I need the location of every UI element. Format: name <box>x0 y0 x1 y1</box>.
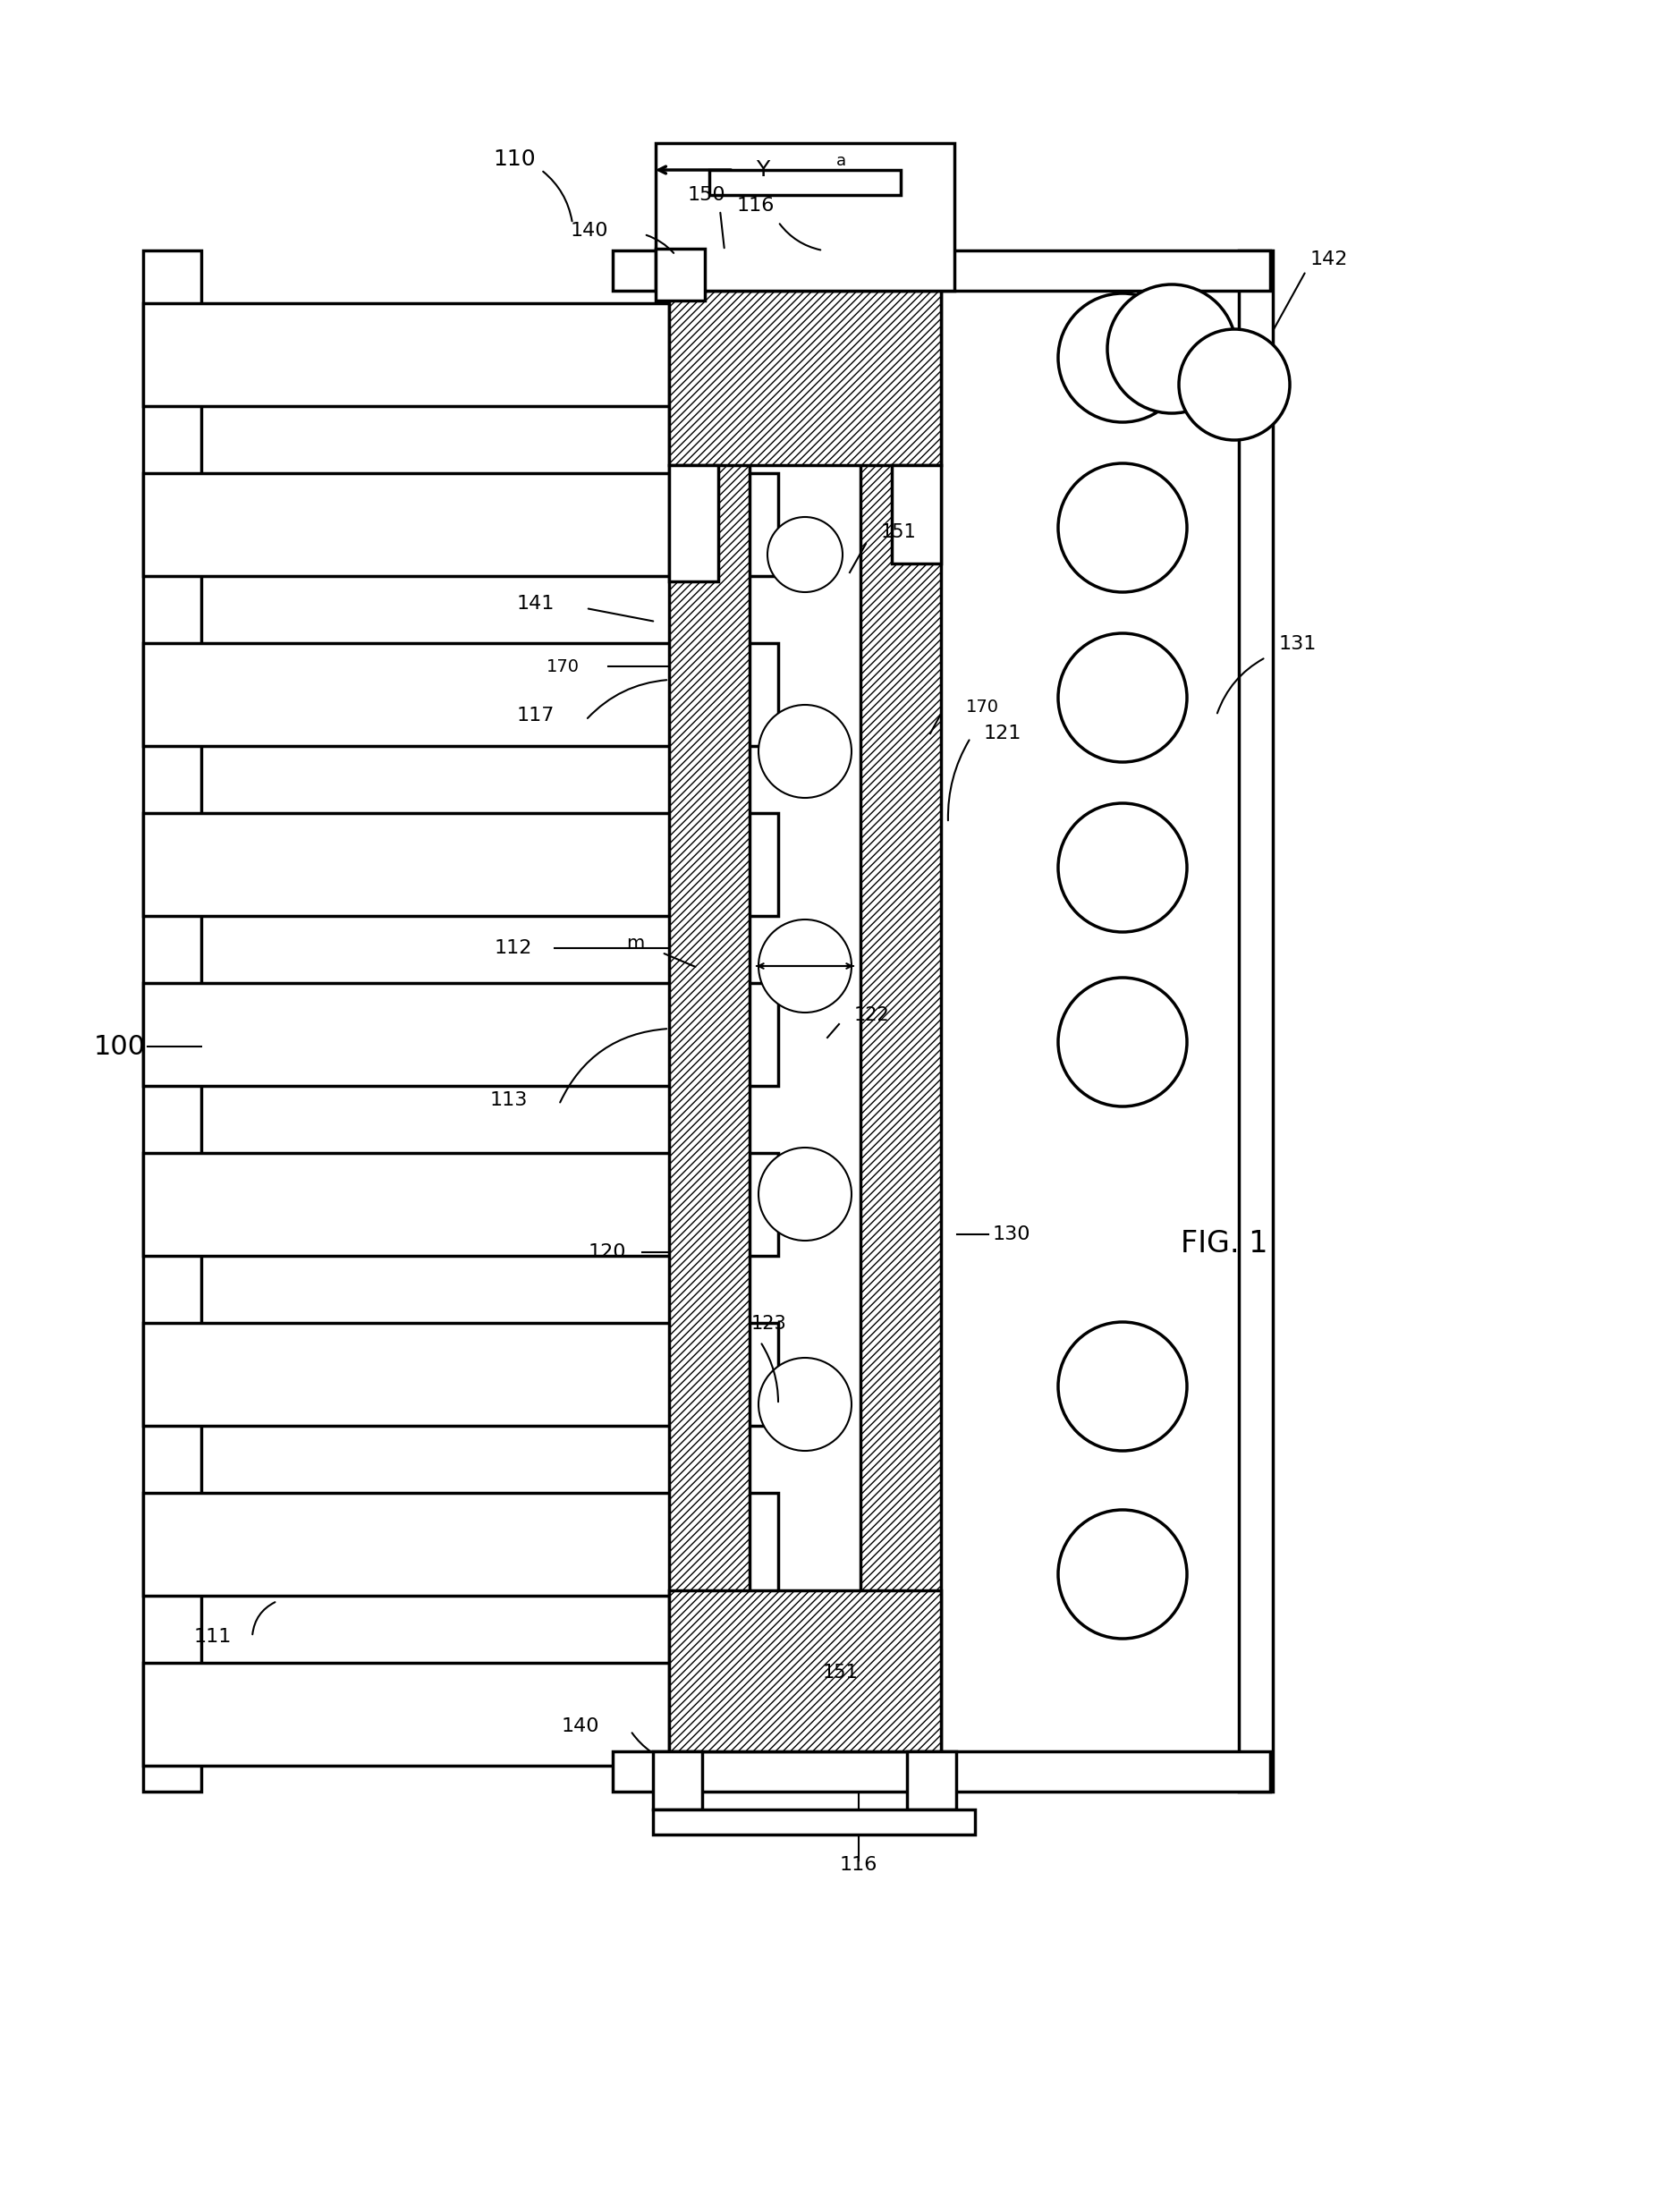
FancyArrowPatch shape <box>1216 659 1262 712</box>
FancyArrowPatch shape <box>664 953 694 967</box>
Text: 122: 122 <box>854 1006 889 1024</box>
FancyArrowPatch shape <box>761 1345 777 1402</box>
Text: 120: 120 <box>588 1243 626 1261</box>
Bar <box>656 248 704 301</box>
Text: 142: 142 <box>1309 250 1347 268</box>
FancyArrowPatch shape <box>779 223 821 250</box>
Bar <box>143 644 777 745</box>
Text: Y: Y <box>756 159 769 181</box>
Circle shape <box>1058 1511 1186 1639</box>
FancyArrowPatch shape <box>719 212 724 248</box>
Text: FIG. 1: FIG. 1 <box>1179 1228 1267 1259</box>
Text: 100: 100 <box>95 1033 146 1060</box>
Text: 170: 170 <box>965 699 998 714</box>
Bar <box>669 290 940 465</box>
FancyArrowPatch shape <box>560 1029 666 1102</box>
FancyArrowPatch shape <box>631 1732 651 1752</box>
Bar <box>143 250 201 1792</box>
FancyArrowPatch shape <box>646 234 673 252</box>
Circle shape <box>757 706 850 799</box>
Circle shape <box>767 518 842 593</box>
Bar <box>656 144 953 290</box>
Bar <box>669 1590 940 1752</box>
Bar <box>653 1752 701 1809</box>
Text: 112: 112 <box>493 940 532 958</box>
Text: 150: 150 <box>688 186 726 204</box>
Bar <box>143 1663 777 1765</box>
Bar <box>860 290 940 1752</box>
FancyArrowPatch shape <box>588 608 653 622</box>
Text: 141: 141 <box>517 595 555 613</box>
Circle shape <box>1178 330 1289 440</box>
Text: 170: 170 <box>546 657 580 675</box>
Bar <box>143 1152 777 1256</box>
Bar <box>669 290 749 1752</box>
Text: 131: 131 <box>1279 635 1316 653</box>
Text: 117: 117 <box>517 706 555 726</box>
Bar <box>143 473 777 575</box>
Bar <box>709 170 900 195</box>
Text: 151: 151 <box>822 1663 859 1681</box>
FancyArrowPatch shape <box>1274 274 1304 330</box>
Circle shape <box>757 1148 850 1241</box>
FancyArrowPatch shape <box>588 679 666 719</box>
Bar <box>613 1752 1269 1792</box>
Text: 116: 116 <box>839 1856 877 1874</box>
Bar <box>143 814 777 916</box>
Bar <box>143 303 777 407</box>
Text: 110: 110 <box>493 148 535 170</box>
Text: m: m <box>626 936 644 953</box>
Bar <box>613 250 1269 290</box>
Text: a: a <box>835 153 845 168</box>
Text: 111: 111 <box>194 1628 231 1646</box>
Text: 140: 140 <box>570 221 608 239</box>
FancyArrowPatch shape <box>252 1601 274 1635</box>
Text: 140: 140 <box>561 1717 600 1734</box>
Text: 123: 123 <box>751 1314 786 1334</box>
Circle shape <box>757 920 850 1013</box>
Bar <box>669 465 718 582</box>
Bar <box>653 1809 975 1834</box>
Text: 121: 121 <box>983 726 1022 743</box>
Text: 116: 116 <box>736 197 774 215</box>
Text: 113: 113 <box>490 1091 528 1108</box>
Bar <box>1237 250 1272 1792</box>
Circle shape <box>1058 803 1186 931</box>
Circle shape <box>1058 294 1186 422</box>
Bar <box>143 982 777 1086</box>
Bar <box>892 465 940 564</box>
Text: 130: 130 <box>992 1225 1030 1243</box>
Circle shape <box>1058 462 1186 593</box>
Text: 151: 151 <box>880 524 917 542</box>
FancyArrowPatch shape <box>543 173 571 221</box>
FancyArrowPatch shape <box>947 741 968 821</box>
Circle shape <box>1058 1323 1186 1451</box>
Circle shape <box>757 1358 850 1451</box>
Bar <box>143 1493 777 1595</box>
Circle shape <box>1058 978 1186 1106</box>
Circle shape <box>1058 633 1186 763</box>
Circle shape <box>1106 285 1236 414</box>
Bar <box>143 1323 777 1427</box>
Bar <box>907 1752 955 1809</box>
